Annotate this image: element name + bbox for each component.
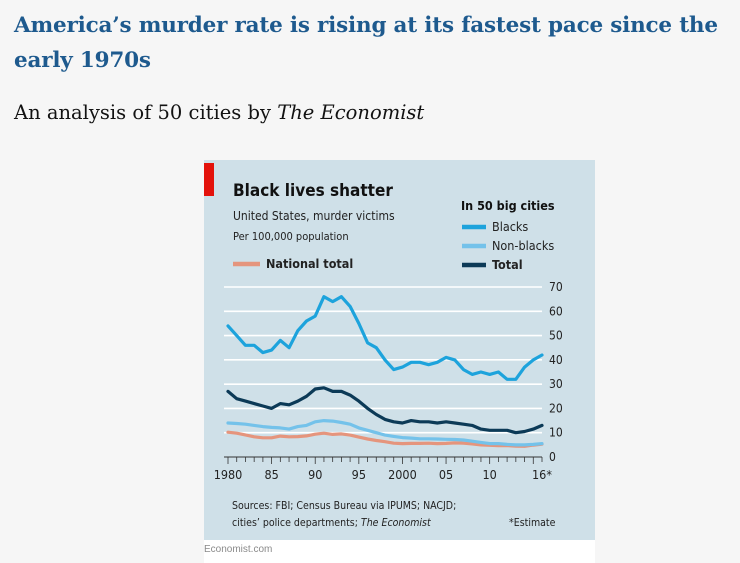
series-line-national	[226, 430, 544, 448]
x-tick-label: 85	[264, 467, 278, 482]
sources-line-1: Sources: FBI; Census Bureau via IPUMS; N…	[232, 500, 456, 512]
sources-line-2-text: cities’ police departments;	[232, 517, 361, 529]
y-tick-label: 50	[549, 329, 563, 343]
y-tick-label: 60	[549, 304, 563, 318]
chart: Black lives shatter United States, murde…	[204, 160, 595, 540]
x-tick-label: 2000	[388, 467, 417, 482]
series-line-total	[226, 386, 544, 435]
chart-subtitle: United States, murder victims	[233, 209, 395, 223]
chart-unit-label: Per 100,000 population	[233, 230, 349, 243]
series-lines	[226, 295, 544, 448]
y-tick-label: 0	[549, 450, 556, 464]
article-subhead: An analysis of 50 cities by The Economis…	[14, 101, 424, 124]
sources-publication: The Economist	[361, 517, 431, 529]
y-tick-label: 10	[549, 426, 563, 440]
x-tick-label: 1980	[214, 467, 243, 482]
x-tick-label: 90	[308, 467, 322, 482]
legend-label-blacks: Blacks	[492, 219, 528, 234]
sources-line-2: cities’ police departments; The Economis…	[232, 517, 431, 529]
series-line-blacks	[226, 295, 544, 381]
estimate-note: *Estimate	[509, 517, 556, 529]
y-tick-label: 20	[549, 401, 563, 415]
x-tick-label: 05	[439, 467, 453, 482]
legend-label-national: National total	[266, 256, 353, 271]
y-tick-label: 30	[549, 377, 563, 391]
legend-label-total: Total	[492, 257, 523, 272]
series-line-nonblacks	[226, 419, 544, 447]
x-tick-label: 95	[352, 467, 366, 482]
gridlines	[224, 286, 542, 458]
chart-title: Black lives shatter	[233, 181, 393, 201]
chart-card: Black lives shatter United States, murde…	[204, 160, 595, 563]
article-headline: America’s murder rate is rising at its f…	[14, 13, 718, 73]
subhead-text: An analysis of 50 cities by	[14, 101, 278, 124]
credit: Economist.com	[204, 544, 273, 555]
x-tick-label: 10	[483, 467, 497, 482]
y-tick-label: 40	[549, 353, 563, 367]
legend-group-title: In 50 big cities	[461, 198, 555, 213]
accent-bar	[204, 163, 214, 196]
x-tick-label: 16*	[532, 467, 552, 482]
y-tick-label: 70	[549, 280, 563, 294]
y-axis-labels: 0 10 20 30 40 50 60 70	[549, 280, 563, 464]
subhead-publication: The Economist	[277, 101, 425, 124]
x-axis: 1980 85 90 95 2000 05 10 16*	[214, 457, 552, 482]
legend-label-nonblacks: Non-blacks	[492, 238, 554, 253]
